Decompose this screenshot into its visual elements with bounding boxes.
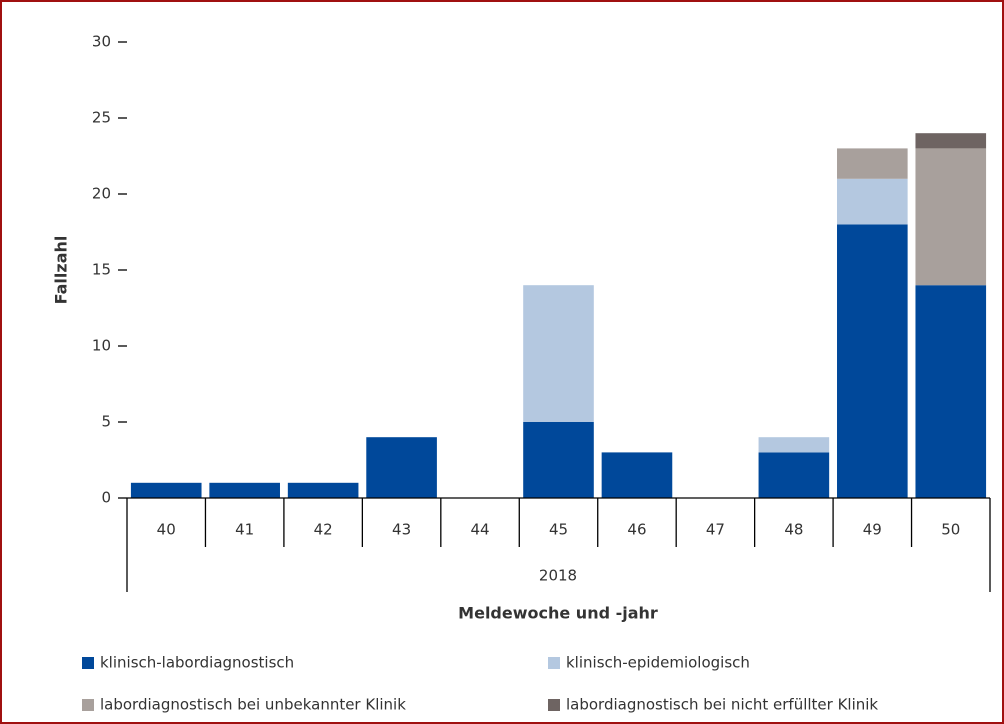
legend-swatch bbox=[548, 657, 560, 669]
x-tick-label: 50 bbox=[941, 521, 960, 539]
bar-segment bbox=[523, 422, 594, 498]
bar-segment bbox=[758, 437, 830, 453]
x-tick-label: 44 bbox=[470, 521, 489, 539]
bar-segment bbox=[758, 452, 830, 498]
legend-label: klinisch-labordiagnostisch bbox=[100, 654, 294, 672]
bar-segment bbox=[209, 482, 280, 498]
x-tick-label: 43 bbox=[392, 521, 411, 539]
y-tick-label: 10 bbox=[92, 337, 111, 355]
bar-segment bbox=[837, 148, 908, 179]
y-tick-label: 15 bbox=[92, 261, 111, 279]
legend-label: labordiagnostisch bei nicht erfüllter Kl… bbox=[566, 696, 878, 714]
legend-label: labordiagnostisch bei unbekannter Klinik bbox=[100, 696, 406, 714]
y-tick-label: 25 bbox=[92, 109, 111, 127]
legend-swatch bbox=[82, 699, 94, 711]
x-tick-label: 40 bbox=[157, 521, 176, 539]
bar-segment bbox=[837, 178, 908, 225]
bar-segment bbox=[287, 482, 359, 498]
x-tick-label: 42 bbox=[314, 521, 333, 539]
y-axis-title: Fallzahl bbox=[52, 236, 71, 305]
bar-segment bbox=[130, 482, 202, 498]
group-label: 2018 bbox=[539, 567, 577, 585]
y-tick-label: 5 bbox=[101, 413, 111, 431]
x-axis-title: Meldewoche und -jahr bbox=[458, 604, 658, 623]
bar-segment bbox=[915, 133, 987, 149]
bar-segment bbox=[601, 452, 673, 498]
y-tick-label: 0 bbox=[101, 489, 111, 507]
x-tick-label: 47 bbox=[706, 521, 725, 539]
legend-label: klinisch-epidemiologisch bbox=[566, 654, 750, 672]
bar-segment bbox=[915, 285, 987, 498]
bar-segment bbox=[366, 437, 437, 498]
x-tick-label: 45 bbox=[549, 521, 568, 539]
x-tick-label: 41 bbox=[235, 521, 254, 539]
y-tick-label: 30 bbox=[92, 33, 111, 51]
x-tick-label: 49 bbox=[863, 521, 882, 539]
bar-segment bbox=[915, 148, 987, 286]
bar-segment bbox=[523, 285, 594, 422]
x-tick-label: 48 bbox=[784, 521, 803, 539]
legend-swatch bbox=[548, 699, 560, 711]
bar-segment bbox=[837, 224, 908, 498]
legend-swatch bbox=[82, 657, 94, 669]
x-tick-label: 46 bbox=[627, 521, 646, 539]
y-tick-label: 20 bbox=[92, 185, 111, 203]
